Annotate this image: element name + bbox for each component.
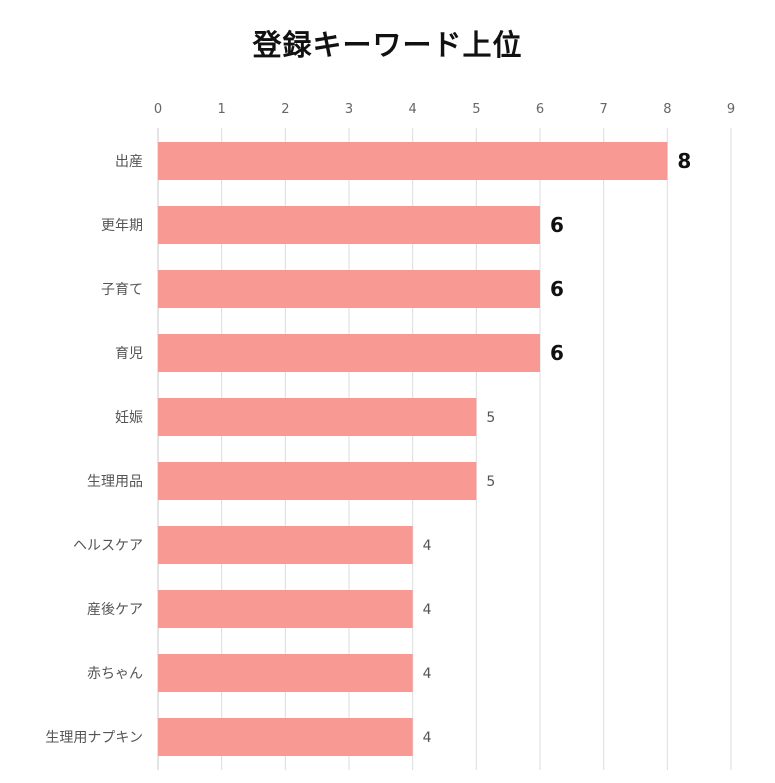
category-label: ヘルスケア: [73, 538, 143, 554]
category-label: 生理用品: [87, 474, 143, 490]
x-tick-label: 9: [727, 102, 735, 117]
bar: [158, 398, 477, 436]
data-label: 5: [486, 410, 495, 426]
category-label: 生理用ナプキン: [45, 730, 143, 746]
chart-title: 登録キーワード上位: [252, 28, 523, 62]
data-label: 6: [550, 341, 564, 365]
category-label: 子育て: [101, 282, 143, 298]
bar: [158, 526, 413, 564]
bar: [158, 590, 413, 628]
bar: [158, 462, 477, 500]
data-label: 4: [423, 602, 432, 618]
bar: [158, 718, 413, 756]
data-label: 4: [423, 730, 432, 746]
data-labels: 8 6 6 6 5 5 4 4 4 4: [423, 149, 692, 746]
category-label: 赤ちゃん: [87, 666, 143, 682]
data-label: 4: [423, 666, 432, 682]
x-tick-label: 4: [409, 102, 417, 117]
data-label: 4: [423, 538, 432, 554]
category-label: 出産: [115, 154, 143, 170]
bar: [158, 206, 540, 244]
data-label: 5: [486, 474, 495, 490]
x-axis-ticks: 0 1 2 3 4 5 6 7 8 9: [154, 102, 735, 117]
category-label: 産後ケア: [87, 602, 143, 618]
bars: [158, 142, 668, 756]
x-tick-label: 1: [218, 102, 226, 117]
x-tick-label: 0: [154, 102, 162, 117]
x-tick-label: 7: [600, 102, 608, 117]
bar: [158, 142, 668, 180]
bar: [158, 334, 540, 372]
bar: [158, 654, 413, 692]
x-tick-label: 8: [663, 102, 671, 117]
category-label: 妊娠: [115, 410, 143, 426]
x-tick-label: 2: [281, 102, 289, 117]
bar: [158, 270, 540, 308]
data-label: 8: [677, 149, 691, 173]
data-label: 6: [550, 277, 564, 301]
x-tick-label: 6: [536, 102, 544, 117]
x-tick-label: 3: [345, 102, 353, 117]
category-label: 育児: [115, 346, 143, 362]
category-label: 更年期: [101, 218, 143, 234]
data-label: 6: [550, 213, 564, 237]
x-tick-label: 5: [472, 102, 480, 117]
